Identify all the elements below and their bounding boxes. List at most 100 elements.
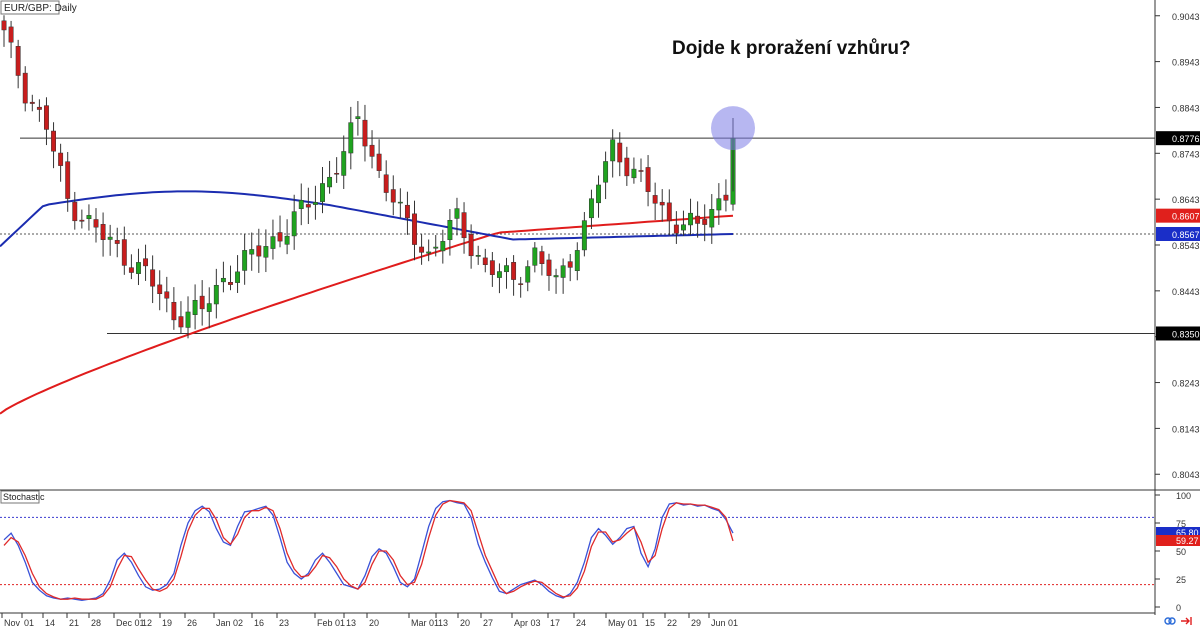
link-icon[interactable] [1164, 617, 1176, 625]
toolbar-icons [1164, 617, 1192, 625]
candle-body [51, 130, 56, 152]
price-label-text: 0.8776 [1172, 134, 1200, 144]
stochastic-value-box [1156, 535, 1200, 546]
stochastic-line [3, 499, 734, 601]
time-tick-label: 17 [550, 618, 560, 628]
candle-body [610, 139, 616, 162]
price-tick-label: 0.8143 [1172, 424, 1200, 434]
candle-body [532, 247, 538, 266]
price-label-box [1156, 326, 1200, 341]
candle-body [617, 142, 623, 163]
candle-body [143, 258, 149, 267]
price-tick-label: 0.8543 [1172, 241, 1200, 251]
stochastic-label: Stochastic [3, 492, 45, 502]
price-label-text: 0.8607 [1172, 212, 1200, 222]
stochastic-value-text: 65.80 [1176, 528, 1199, 538]
candle-body [44, 105, 49, 130]
candle-body [192, 299, 198, 315]
candle-body [199, 295, 205, 310]
stochastic-value-box [1156, 527, 1200, 538]
candle-body [121, 239, 127, 266]
price-tick-label: 0.8943 [1172, 58, 1200, 68]
price-tick-label: 0.8443 [1172, 287, 1200, 297]
candle-body [72, 201, 78, 222]
candle-body [447, 220, 453, 241]
price-label-box [1156, 226, 1200, 241]
candle-body [652, 195, 658, 204]
candle-body [270, 236, 276, 249]
time-tick-label: Apr 03 [514, 618, 541, 628]
candle-body [504, 265, 509, 273]
time-tick-label: 14 [45, 618, 55, 628]
candle-body [79, 219, 85, 222]
candle-body [659, 201, 665, 206]
candle-body [86, 215, 92, 219]
candle-body [171, 301, 177, 321]
horizontal-lines [0, 137, 1155, 334]
price-tick-label: 0.8843 [1172, 103, 1200, 113]
time-tick-label: 12 [142, 618, 152, 628]
candle-body [546, 259, 552, 276]
time-tick-label: 20 [369, 618, 379, 628]
stochastic-tick-label: 0 [1176, 603, 1181, 613]
time-tick-label: 24 [576, 618, 586, 628]
candle-body [107, 236, 113, 240]
slow-ma-line [0, 214, 734, 415]
candle-body [553, 275, 559, 278]
candle-body [298, 200, 304, 209]
candle-body [716, 198, 722, 211]
candle-body [334, 173, 340, 175]
candle-body [688, 212, 693, 226]
candle-body [178, 316, 184, 328]
candle-body [206, 303, 212, 312]
candle-body [525, 266, 531, 283]
candle-body [475, 255, 481, 257]
candle-body [376, 153, 382, 171]
time-tick-label: 22 [667, 618, 677, 628]
candle-body [433, 246, 439, 249]
candle-body [645, 167, 651, 192]
stochastic-label-box: Stochastic [0, 490, 45, 504]
stochastic-value-text: 59.27 [1176, 536, 1199, 546]
candle-body [341, 151, 347, 176]
price-label-text: 0.8350 [1172, 329, 1200, 339]
candle-body [412, 213, 417, 245]
candle-body [29, 101, 35, 104]
stochastic-tick-label: 75 [1176, 519, 1186, 529]
candle-body [560, 265, 566, 278]
candle-body [157, 284, 163, 295]
candle-body [22, 72, 28, 104]
time-tick-label: 23 [279, 618, 289, 628]
candle-body [213, 284, 219, 305]
price-tick-label: 0.8043 [1172, 470, 1200, 480]
candle-body [8, 26, 14, 43]
candle-body [539, 251, 545, 264]
stochastic-line [3, 499, 734, 600]
time-tick-label: Jan 02 [216, 618, 243, 628]
slow-moving-average [0, 214, 734, 415]
fast-ma-line [0, 190, 734, 248]
candle-body [256, 245, 262, 257]
candle-body [702, 219, 708, 225]
time-tick-label: 26 [187, 618, 197, 628]
candle-body [440, 241, 446, 252]
candle-body [603, 161, 609, 183]
candle-body [1, 20, 7, 31]
time-tick-label: Nov [4, 618, 21, 628]
candle-body [220, 277, 226, 283]
time-tick-label: 13 [438, 618, 448, 628]
candle-body [164, 291, 170, 299]
candle-body [263, 246, 269, 258]
time-tick-label: Jun 01 [711, 618, 738, 628]
chart-annotation: Dojde k proražení vzhůru? [672, 38, 911, 59]
candle-body [426, 251, 432, 254]
time-tick-label: 29 [691, 618, 701, 628]
candle-body [397, 201, 403, 204]
candle-body [624, 157, 630, 177]
symbol-label: EUR/GBP: Daily [4, 3, 77, 14]
candle-body [58, 152, 64, 166]
arrow-right-icon[interactable] [1181, 617, 1192, 625]
price-tick-label: 0.8243 [1172, 379, 1200, 389]
candle-body [93, 219, 99, 228]
candle-body [390, 189, 396, 203]
